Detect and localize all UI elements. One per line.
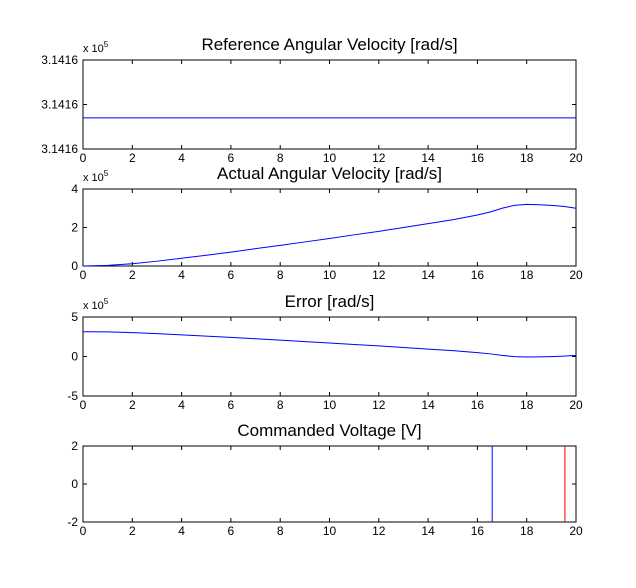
multiplier-base: x 10	[83, 43, 104, 55]
x-tick-label: 18	[520, 268, 534, 282]
x-tick-label: 6	[228, 268, 235, 282]
series-line-1	[82, 331, 577, 358]
chart-title: Actual Angular Velocity [rad/s]	[217, 164, 442, 183]
x-tick-label: 2	[129, 398, 136, 412]
x-tick-label: 14	[421, 151, 435, 165]
y-tick-label: 5	[71, 310, 78, 324]
x-tick-label: 6	[228, 398, 235, 412]
x-tick-label: 14	[421, 524, 435, 538]
y-tick-label: 2	[71, 439, 78, 453]
y-tick-label: 2	[71, 221, 78, 235]
chart-title: Commanded Voltage [V]	[237, 421, 421, 440]
x-tick-label: 8	[277, 268, 284, 282]
y-tick-label: 3.1416	[41, 98, 78, 112]
y-tick-label: -2	[67, 515, 78, 529]
axis-multiplier: x 105	[83, 40, 109, 55]
y-tick-label: 0	[71, 259, 78, 273]
plot-frame	[82, 59, 577, 150]
x-tick-label: 20	[569, 398, 583, 412]
x-tick-label: 2	[129, 524, 136, 538]
subplot-4: Commanded Voltage [V]0 2 4 6 8 10 12 14 16 18 20-2…	[67, 421, 583, 538]
x-tick-label: 20	[569, 268, 583, 282]
y-tick-label: -5	[67, 389, 78, 403]
multiplier-exponent: 5	[104, 169, 109, 178]
x-tick-label: 12	[372, 398, 386, 412]
multiplier-exponent: 5	[104, 40, 109, 49]
x-tick-label: 12	[372, 268, 386, 282]
subplot-2: Actual Angular Velocity [rad/s] 0 2 4 6 8 10 12…	[71, 164, 583, 282]
subplot-1: Reference Angular Velocity [rad/s] 0 2 4 6 8 1…	[41, 35, 583, 165]
x-tick-label: 2	[129, 151, 136, 165]
x-tick-label: 4	[178, 151, 185, 165]
series-line-1	[82, 203, 577, 267]
y-tick-label: 3.1416	[41, 53, 78, 67]
axis-multiplier: x 105	[83, 297, 109, 312]
x-tick-label: 6	[228, 151, 235, 165]
x-tick-label: 16	[471, 524, 485, 538]
x-tick-label: 10	[323, 151, 337, 165]
x-tick-label: 6	[228, 524, 235, 538]
x-tick-label: 10	[323, 398, 337, 412]
x-tick-label: 8	[277, 151, 284, 165]
x-tick-label: 10	[323, 524, 337, 538]
x-tick-label: 18	[520, 398, 534, 412]
x-tick-label: 4	[178, 268, 185, 282]
x-tick-label: 20	[569, 524, 583, 538]
y-tick-label: 4	[71, 182, 78, 196]
x-tick-label: 0	[80, 151, 87, 165]
x-tick-label: 18	[520, 524, 534, 538]
x-tick-label: 4	[178, 398, 185, 412]
x-tick-label: 0	[80, 398, 87, 412]
x-tick-label: 12	[372, 151, 386, 165]
axis-multiplier: x 105	[83, 169, 109, 184]
multiplier-base: x 10	[83, 300, 104, 312]
plot-frame	[82, 445, 577, 523]
x-tick-label: 14	[421, 268, 435, 282]
x-tick-label: 14	[421, 398, 435, 412]
x-tick-label: 8	[277, 524, 284, 538]
y-tick-label: 0	[71, 350, 78, 364]
x-tick-label: 12	[372, 524, 386, 538]
x-tick-label: 4	[178, 524, 185, 538]
chart-title: Error [rad/s]	[285, 292, 375, 311]
x-tick-label: 20	[569, 151, 583, 165]
x-tick-label: 16	[471, 398, 485, 412]
y-tick-label: 0	[71, 477, 78, 491]
plot-frame	[82, 188, 577, 267]
x-tick-label: 18	[520, 151, 534, 165]
y-tick-label: 3.1416	[41, 142, 78, 156]
multiplier-base: x 10	[83, 172, 104, 184]
x-tick-label: 16	[471, 268, 485, 282]
x-tick-label: 2	[129, 268, 136, 282]
x-tick-label: 8	[277, 398, 284, 412]
chart-title: Reference Angular Velocity [rad/s]	[201, 35, 457, 54]
x-tick-label: 16	[471, 151, 485, 165]
plot-frame	[82, 316, 577, 397]
x-tick-label: 0	[80, 268, 87, 282]
multiplier-exponent: 5	[104, 297, 109, 306]
x-tick-label: 10	[323, 268, 337, 282]
x-tick-label: 0	[80, 524, 87, 538]
